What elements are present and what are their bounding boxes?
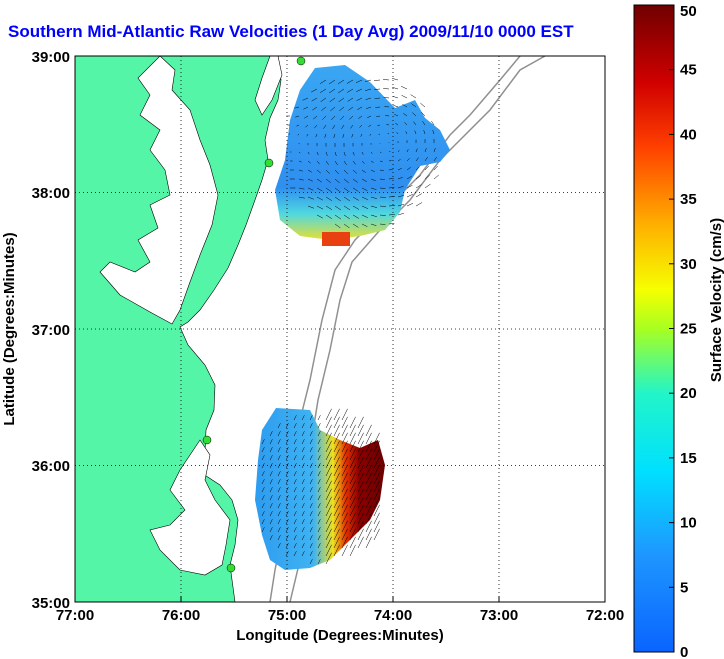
- grid-lines: [75, 56, 605, 602]
- colorbar-tick-label: 15: [680, 450, 697, 467]
- y-tick-label: 37:00: [32, 322, 70, 339]
- colorbar-tick-label: 10: [680, 515, 697, 532]
- x-tick-marks: [74, 596, 606, 602]
- x-tick-label: 75:00: [268, 607, 306, 624]
- y-tick-label: 38:00: [32, 185, 70, 202]
- x-tick-label: 74:00: [374, 607, 412, 624]
- y-tick-label: 39:00: [32, 49, 70, 66]
- colorbar-tick-label: 45: [680, 62, 697, 79]
- radar-station-marker: [296, 56, 306, 66]
- colorbar: [633, 4, 675, 653]
- map-title: Southern Mid-Atlantic Raw Velocities (1 …: [8, 22, 574, 41]
- y-axis-label: Latitude (Degrees:Minutes): [1, 232, 18, 425]
- plot-frame: [74, 55, 606, 603]
- x-axis-label: Longitude (Degrees:Minutes): [236, 627, 444, 644]
- y-tick-label: 36:00: [32, 458, 70, 475]
- pamlico-sound: [149, 439, 231, 576]
- colorbar-tick-label: 20: [680, 385, 697, 402]
- radar-station-marker: [226, 563, 236, 573]
- x-tick-label: 77:00: [56, 607, 94, 624]
- radar-station-marker: [202, 435, 212, 445]
- x-tick-label: 72:00: [586, 607, 624, 624]
- delaware-bay: [254, 56, 283, 116]
- chesapeake-bay: [99, 56, 219, 325]
- radar-station-marker: [264, 158, 274, 168]
- colorbar-tick-label: 30: [680, 256, 697, 273]
- colorbar-label: Surface Velocity (cm/s): [708, 218, 724, 382]
- north-high-speed-patch: [322, 232, 350, 246]
- colorbar-tick-label: 25: [680, 321, 697, 338]
- colorbar-tick-label: 50: [680, 3, 697, 20]
- colorbar-tick-label: 5: [680, 579, 688, 596]
- y-tick-label: 35:00: [32, 595, 70, 612]
- land-mass: [75, 56, 282, 602]
- colorbar-tick-label: 0: [680, 644, 688, 659]
- x-tick-label: 76:00: [162, 607, 200, 624]
- colorbar-ticks: 0 5 10 15 20 25 30 35 40 45 50: [669, 3, 697, 659]
- x-tick-label: 73:00: [480, 607, 518, 624]
- colorbar-tick-label: 40: [680, 126, 697, 143]
- velocity-vectors: [261, 77, 439, 565]
- colorbar-tick-label: 35: [680, 191, 697, 208]
